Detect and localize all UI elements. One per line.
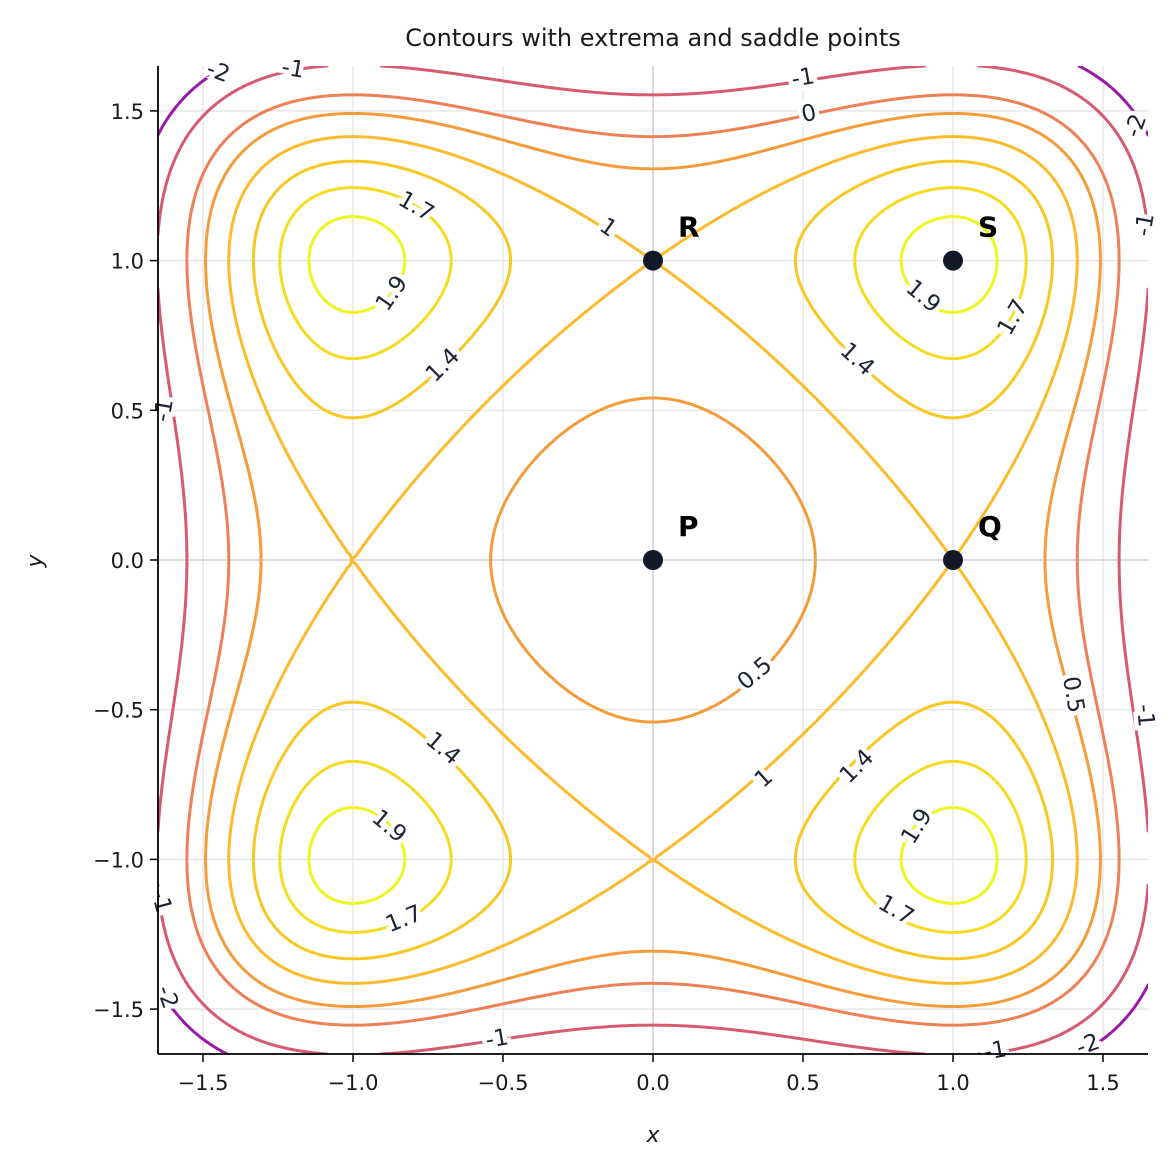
contour-label-13: 1.4	[835, 744, 879, 788]
point-R	[643, 250, 663, 271]
y-tick-label-4: 0.5	[111, 399, 144, 423]
contour-level-0	[158, 66, 1148, 1054]
x-tick-label-0: −1.5	[178, 1071, 229, 1095]
point-label-R: R	[678, 211, 700, 244]
contour-level-6	[278, 186, 1028, 934]
contour-label-28: -2	[1073, 1029, 1103, 1061]
contour-level-3	[204, 111, 1102, 1009]
contour-lines	[158, 66, 1148, 1054]
contour-label-26: -1	[1130, 211, 1160, 238]
contour-label-0: 1.7	[394, 186, 439, 227]
contour-label-27: -2	[151, 982, 183, 1012]
point-S	[943, 250, 963, 271]
critical-points: P Q R S	[643, 211, 1002, 570]
contour-label-21: -1	[483, 1024, 510, 1054]
contour-label-22: -1	[145, 887, 176, 916]
contour-label-24: -2	[203, 56, 233, 88]
tick-labels: −1.5 −1.0 −0.5 0.0 0.5 1.0 1.5 −1.5 −1.0 −0.5 0.0 0…	[93, 100, 1120, 1095]
point-label-Q: Q	[978, 510, 1002, 543]
contour-label-29: -1	[981, 1036, 1008, 1066]
y-tick-label-5: 1.0	[111, 250, 144, 274]
contour-label-8: 1.7	[993, 295, 1034, 340]
point-label-S: S	[978, 211, 998, 244]
contour-label-16: 1.4	[421, 727, 466, 770]
x-tick-label-1: −1.0	[328, 1071, 379, 1095]
chart-title: Contours with extrema and saddle points	[405, 24, 901, 52]
point-P	[643, 550, 663, 570]
x-tick-label-2: −0.5	[478, 1071, 529, 1095]
y-tick-label-1: −1.0	[93, 848, 144, 872]
contour-label-1: 1.9	[371, 271, 413, 316]
x-tick-label-4: 0.5	[786, 1071, 819, 1095]
contour-label-14: 1.9	[896, 804, 937, 849]
y-tick-label-6: 1.5	[111, 100, 144, 124]
point-label-P: P	[678, 510, 699, 543]
contour-label-23: -1	[279, 54, 306, 84]
y-tick-label-3: 0.0	[111, 549, 144, 573]
x-axis-label: x	[645, 1123, 660, 1148]
x-tick-label-5: 1.0	[936, 1071, 969, 1095]
x-tick-label-3: 0.0	[636, 1071, 669, 1095]
contour-level-5	[251, 159, 1055, 961]
x-tick-label-6: 1.5	[1086, 1071, 1119, 1095]
y-axis-label: y	[23, 554, 48, 569]
contour-level-2	[185, 93, 1121, 1027]
y-tick-label-0: −1.5	[93, 998, 144, 1022]
contour-level-7	[307, 215, 999, 905]
contour-label-18: 1.7	[382, 900, 426, 938]
point-Q	[943, 550, 963, 570]
contour-label-5: -1	[789, 63, 816, 93]
contour-label-20: -1	[1131, 703, 1159, 728]
contour-label-25: -2	[1120, 111, 1152, 141]
contour-label-12: 1	[750, 764, 778, 793]
y-tick-label-2: −0.5	[93, 699, 144, 723]
contour-level-4	[227, 135, 1079, 985]
contour-label-6: 0	[799, 100, 819, 128]
contour-label-19: 0.5	[1057, 674, 1089, 715]
